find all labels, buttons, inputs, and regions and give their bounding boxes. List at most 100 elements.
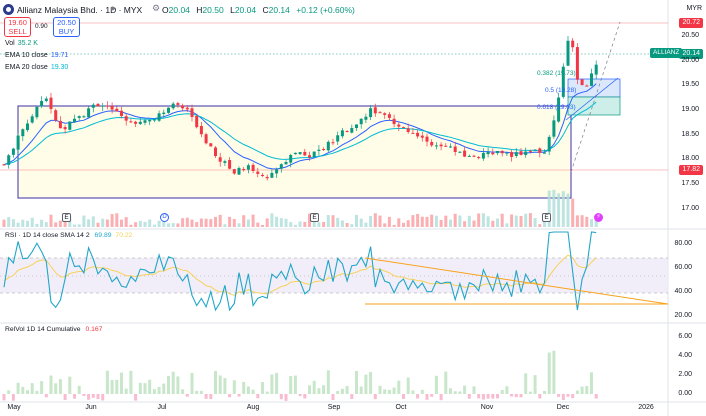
volume-bar [181,218,185,227]
volume-bar [134,222,138,227]
candle-body [434,145,438,147]
relvol-bar [242,381,246,394]
settings-gear-icon[interactable]: ⚙ [152,3,161,13]
volume-bar [49,214,53,227]
relvol-bar [209,394,213,400]
candle-body [308,155,311,158]
relvol-bar [63,394,67,400]
symbol-title[interactable]: Allianz Malaysia Bhd. · 1D · MYX [17,5,143,15]
price-tick: 17.00 [681,205,699,212]
volume-bar [63,217,67,227]
relvol-bar [101,394,105,401]
dividend-icon[interactable]: D [160,213,169,222]
relvol-bar [458,391,462,394]
candle-body [312,151,316,157]
volume-bar [279,218,283,227]
relvol-bar [195,390,199,394]
candle-body [49,97,53,110]
candle-body [246,165,250,170]
relvol-bar [392,387,396,394]
relvol-bar [425,394,429,400]
volume-bar [402,222,405,227]
candle-body [571,40,575,48]
relvol-bar [449,388,452,394]
candle-body [77,116,81,118]
candle-body [340,130,344,137]
candle-body [7,155,11,165]
relvol-bar [477,394,481,399]
volume-bar [392,224,396,227]
candle-body [26,123,29,131]
volume-bar [590,219,593,227]
volume-bar [449,219,452,227]
relvol-bar [54,383,58,394]
relvol-bar [157,386,161,394]
volume-bar [411,215,415,227]
candle-body [557,97,561,122]
candle-body [204,134,208,144]
candle-body [322,149,326,151]
volume-bar [373,213,377,227]
candle-body [40,100,44,107]
consolidation-box[interactable] [17,105,572,199]
volume-bar [547,190,551,227]
candle-body [105,105,109,107]
candle-body [129,121,133,123]
volume-bar [434,215,438,227]
candle-body [566,40,570,66]
volume-bar [566,193,570,227]
candle-body [21,129,25,137]
relvol-bar [223,378,227,394]
relvol-bar [340,388,344,394]
candle-body [528,150,532,152]
relvol-bar [237,394,241,397]
earnings-icon[interactable]: E [62,213,71,222]
buy-button[interactable]: 20.50 BUY [53,17,80,37]
volume-bar [261,224,264,227]
volume-bar [387,216,391,227]
relvol-bar [58,379,62,394]
candle-body [82,116,86,118]
relvol-bar [77,385,81,394]
rsi-trendline[interactable] [364,257,669,305]
candle-body [552,120,556,137]
relvol-bar [120,372,123,394]
relvol-bar [124,388,128,394]
price-tick: 17.50 [681,180,699,187]
volume-bar [585,216,589,227]
candle-body [444,145,448,147]
earnings-icon[interactable]: E [542,213,551,222]
relvol-bar [387,389,391,394]
rsi-legend[interactable]: RSI · 1D 14 close SMA 14 2 69.89 70.22 [5,232,133,239]
candle-body [190,108,194,117]
relvol-bar [552,350,556,394]
vol-legend[interactable]: Vol 35.2 K [5,40,38,47]
earnings-icon[interactable]: E [310,213,319,222]
ema10-legend[interactable]: EMA 10 close 19.71 [5,52,69,59]
volume-bar [143,221,147,227]
ema20-legend[interactable]: EMA 20 close 19.30 [5,64,69,71]
ticker-tag: ALLIANZ [650,48,683,58]
relvol-bar [204,394,208,399]
volume-bar [242,215,246,227]
candle-body [134,121,138,124]
relvol-legend[interactable]: RelVol 1D 14 Cumulative 0.167 [5,326,103,333]
relvol-bar [543,390,546,394]
price-tick: 18.50 [681,131,699,138]
volume-bar [364,222,368,227]
relvol-bar [505,386,509,394]
candle-body [63,127,67,130]
candle-body [355,124,358,129]
relvol-bar [265,391,269,394]
relvol-bar [110,380,114,394]
candle-body [73,118,76,123]
candle-body [453,146,457,152]
candle-body [463,150,467,157]
flash-icon[interactable]: ⚡ [594,213,603,222]
sell-button[interactable]: 19.60 SELL [4,17,31,37]
relvol-bar [30,383,34,394]
volume-bar [369,215,373,227]
relvol-bar [35,390,39,394]
volume-bar [91,216,95,227]
